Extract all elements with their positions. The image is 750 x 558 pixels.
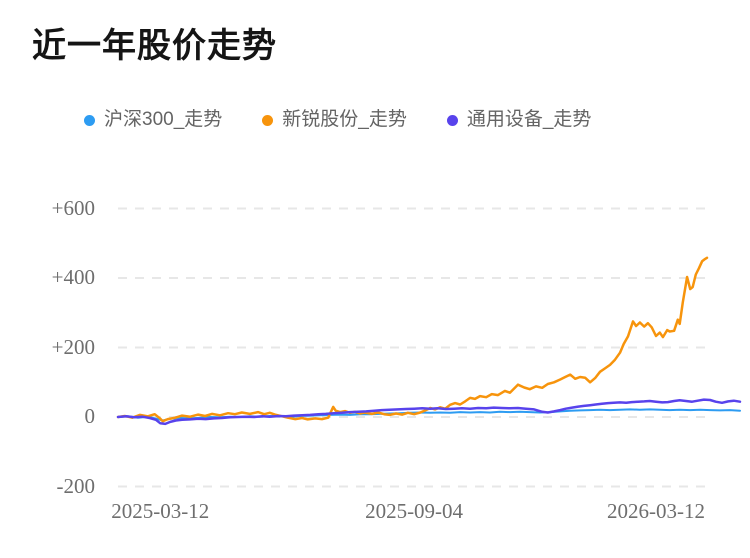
series-dot-icon — [446, 114, 458, 126]
legend-item-tongyong[interactable]: 通用设备_走势 — [446, 107, 592, 133]
series-dot-icon — [262, 114, 274, 126]
x-tick-label: 2025-03-12 — [111, 499, 210, 523]
legend-item-xinrui[interactable]: 新锐股份_走势 — [262, 107, 407, 133]
legend-item-hs300[interactable]: 沪深300_走势 — [84, 107, 222, 133]
y-tick-label: +200 — [51, 334, 95, 359]
y-tick-label: 0 — [84, 404, 96, 428]
chart-title: 近一年股价走势 — [32, 27, 277, 65]
y-tick-label: +400 — [51, 265, 95, 289]
legend: 沪深300_走势 新锐股份_走势 通用设备_走势 — [84, 107, 591, 133]
y-tick-label: +600 — [51, 195, 95, 220]
series-dot-icon — [84, 114, 95, 126]
series-line-3 — [116, 398, 742, 426]
legend-label: 通用设备_走势 — [466, 109, 592, 130]
series-line-2 — [116, 256, 709, 423]
x-tick-label: 2025-09-04 — [365, 499, 464, 523]
y-tick-label: -200 — [56, 473, 96, 498]
legend-label: 新锐股份_走势 — [282, 109, 407, 130]
x-tick-label: 2026-03-12 — [607, 499, 706, 523]
legend-label: 沪深300_走势 — [104, 109, 223, 130]
